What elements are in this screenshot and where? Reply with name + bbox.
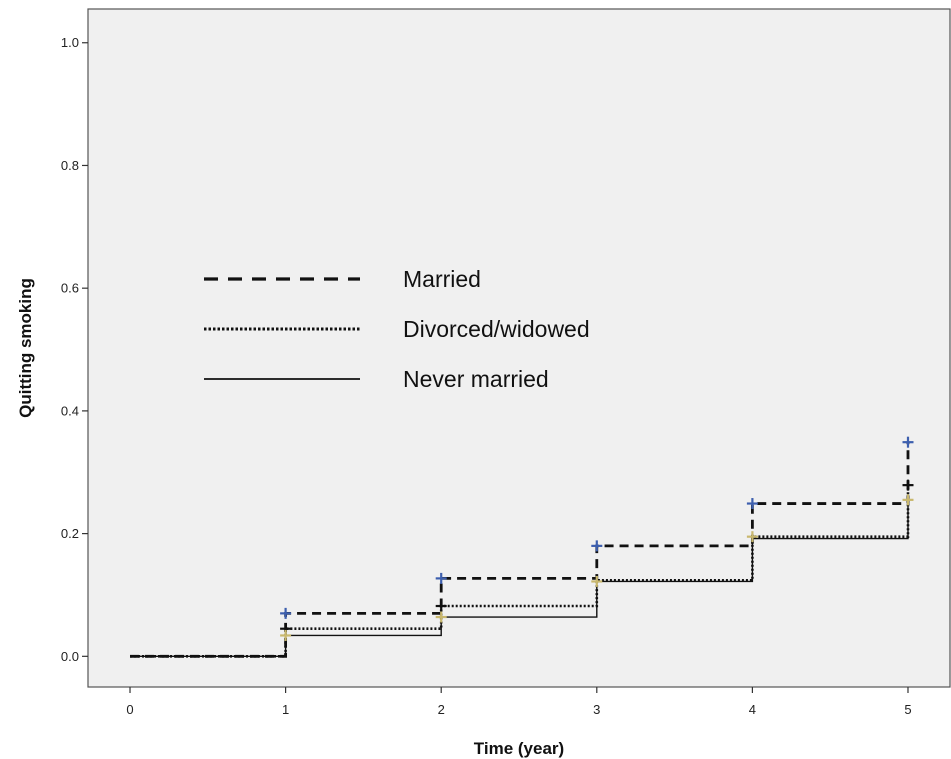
y-tick-label: 0.0 xyxy=(61,649,79,664)
x-tick-label: 3 xyxy=(593,702,600,717)
censor-mark xyxy=(746,498,758,510)
y-axis-title: Quitting smoking xyxy=(16,278,35,418)
y-tick-label: 0.4 xyxy=(61,403,79,418)
x-axis-title: Time (year) xyxy=(474,739,564,758)
censor-mark xyxy=(435,611,447,623)
y-tick-label: 0.2 xyxy=(61,526,79,541)
censor-mark xyxy=(435,572,447,584)
censor-mark xyxy=(746,531,758,543)
censor-marks xyxy=(280,436,914,641)
x-tick-label: 5 xyxy=(904,702,911,717)
x-tick-label: 4 xyxy=(749,702,756,717)
legend-label: Divorced/widowed xyxy=(403,316,590,342)
plot-area xyxy=(87,8,951,688)
legend-label: Never married xyxy=(403,366,549,392)
x-tick-label: 1 xyxy=(282,702,289,717)
y-tick-label: 0.8 xyxy=(61,158,79,173)
legend: Married Divorced/widowed Never married xyxy=(204,266,590,392)
y-tick-label: 0.6 xyxy=(61,281,79,296)
censor-mark xyxy=(902,479,914,491)
x-tick-label: 0 xyxy=(126,702,133,717)
x-tick-label: 2 xyxy=(438,702,445,717)
censor-mark xyxy=(280,607,292,619)
y-tick-label: 1.0 xyxy=(61,35,79,50)
series-never-married xyxy=(130,499,909,658)
censor-mark xyxy=(902,436,914,448)
censor-mark xyxy=(591,540,603,552)
censor-mark xyxy=(902,494,914,506)
censor-mark xyxy=(280,629,292,641)
x-axis: 0 1 2 3 4 5 xyxy=(126,687,912,717)
censor-mark xyxy=(591,575,603,587)
y-axis: 0.0 0.2 0.4 0.6 0.8 1.0 xyxy=(61,35,88,664)
legend-label: Married xyxy=(403,266,481,292)
censor-mark xyxy=(435,600,447,612)
